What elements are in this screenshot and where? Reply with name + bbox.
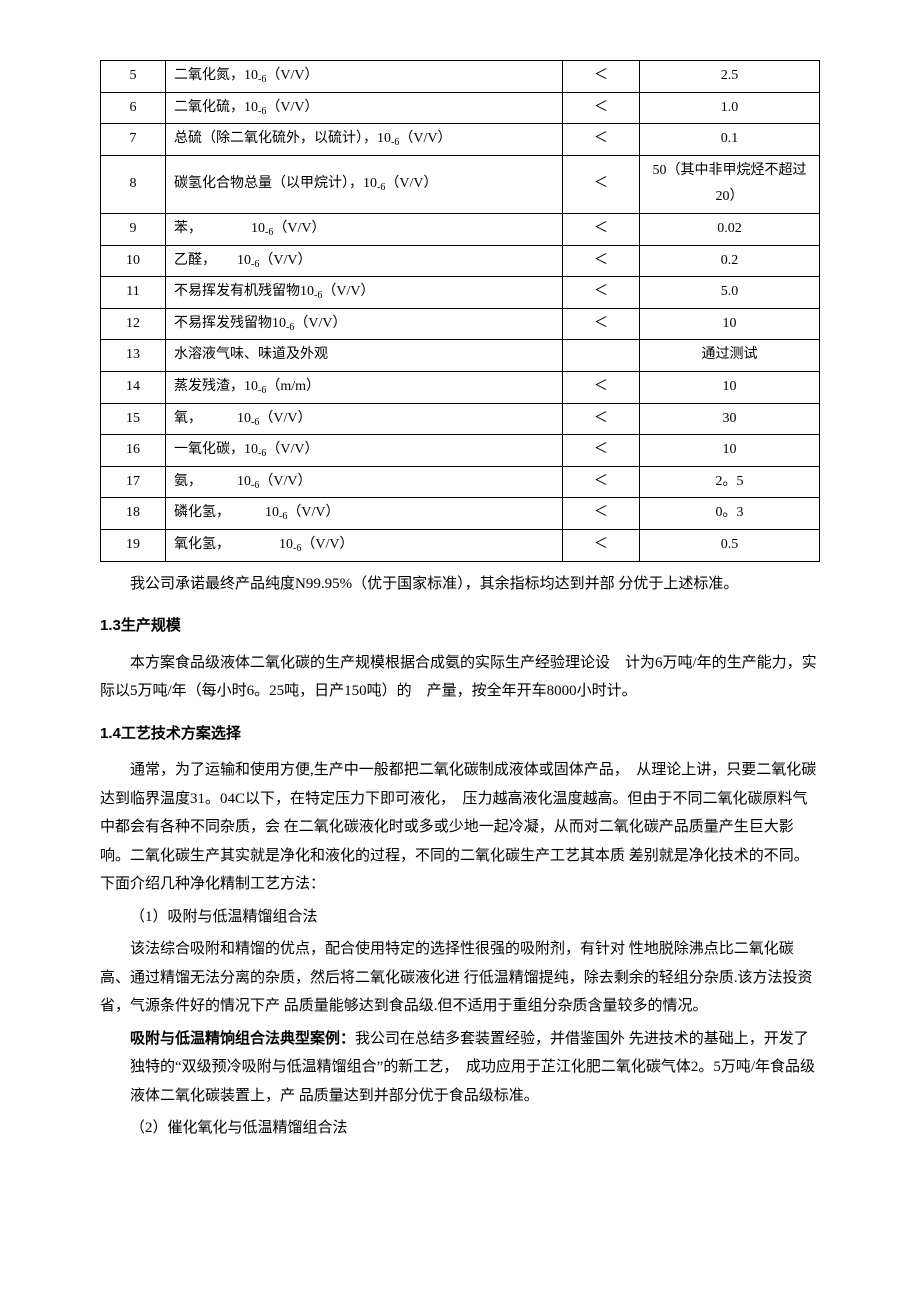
cell-value: 0.02: [640, 213, 820, 245]
cell-value: 50（其中非甲烷烃不超过20）: [640, 155, 820, 213]
cell-value: 10: [640, 308, 820, 340]
table-row: 19氧化氢， 10-6（V/V）＜0.5: [101, 529, 820, 561]
cell-param: 磷化氢， 10-6（V/V）: [166, 498, 563, 530]
cell-comparator: ＜: [563, 529, 640, 561]
table-row: 10乙醛， 10-6（V/V）＜0.2: [101, 245, 820, 277]
cell-value: 2.5: [640, 61, 820, 93]
table-row: 16一氧化碳，10-6（V/V）＜10: [101, 435, 820, 467]
cell-param: 苯， 10-6（V/V）: [166, 213, 563, 245]
cell-index: 17: [101, 466, 166, 498]
cell-index: 13: [101, 340, 166, 372]
cell-comparator: ＜: [563, 435, 640, 467]
cell-value: 0.2: [640, 245, 820, 277]
cell-comparator: ＜: [563, 92, 640, 124]
table-row: 5二氧化氮，10-6（V/V）＜2.5: [101, 61, 820, 93]
table-row: 7总硫（除二氧化硫外，以硫计），10-6（V/V）＜0.1: [101, 124, 820, 156]
cell-value: 2。5: [640, 466, 820, 498]
cell-index: 6: [101, 92, 166, 124]
cell-comparator: ＜: [563, 277, 640, 309]
cell-param: 二氧化硫，10-6（V/V）: [166, 92, 563, 124]
table-row: 8碳氢化合物总量（以甲烷计），10-6（V/V）＜50（其中非甲烷烃不超过20）: [101, 155, 820, 213]
cell-index: 8: [101, 155, 166, 213]
spec-table: 5二氧化氮，10-6（V/V）＜2.56二氧化硫，10-6（V/V）＜1.07总…: [100, 60, 820, 562]
cell-comparator: ＜: [563, 155, 640, 213]
table-row: 15氧， 10-6（V/V）＜30: [101, 403, 820, 435]
cell-param: 碳氢化合物总量（以甲烷计），10-6（V/V）: [166, 155, 563, 213]
cell-comparator: ＜: [563, 403, 640, 435]
section-1-4-heading: 1.4工艺技术方案选择: [100, 720, 820, 749]
cell-param: 乙醛， 10-6（V/V）: [166, 245, 563, 277]
cell-param: 不易挥发残留物10-6（V/V）: [166, 308, 563, 340]
cell-param: 水溶液气味、味道及外观: [166, 340, 563, 372]
cell-value: 通过测试: [640, 340, 820, 372]
table-row: 9苯， 10-6（V/V）＜0.02: [101, 213, 820, 245]
table-row: 11不易挥发有机残留物10-6（V/V）＜5.0: [101, 277, 820, 309]
section-1-4-p1: 通常，为了运输和使用方便,生产中一般都把二氧化碳制成液体或固体产品， 从理论上讲…: [100, 756, 820, 899]
cell-param: 不易挥发有机残留物10-6（V/V）: [166, 277, 563, 309]
section-1-3-p1: 本方案食品级液体二氧化碳的生产规模根据合成氨的实际生产经验理论设 计为6万吨/年…: [100, 649, 820, 706]
method-1-title: （1）吸附与低温精馏组合法: [100, 903, 820, 932]
cell-comparator: ＜: [563, 245, 640, 277]
method-1-case-label: 吸附与低温精饷组合法典型案例：: [130, 1030, 355, 1047]
method-1-body: 该法综合吸附和精馏的优点，配合使用特定的选择性很强的吸附剂，有针对 性地脱除沸点…: [100, 935, 820, 1021]
cell-index: 16: [101, 435, 166, 467]
table-row: 14蒸发残渣，10-6（m/m）＜10: [101, 371, 820, 403]
cell-comparator: ＜: [563, 371, 640, 403]
method-1-case: 吸附与低温精饷组合法典型案例：我公司在总结多套装置经验，并借鉴国外 先进技术的基…: [130, 1025, 820, 1111]
table-row: 13水溶液气味、味道及外观 通过测试: [101, 340, 820, 372]
cell-comparator: ＜: [563, 213, 640, 245]
cell-param: 氧， 10-6（V/V）: [166, 403, 563, 435]
cell-index: 10: [101, 245, 166, 277]
cell-comparator: ＜: [563, 124, 640, 156]
cell-value: 1.0: [640, 92, 820, 124]
cell-comparator: ＜: [563, 498, 640, 530]
cell-value: 0.1: [640, 124, 820, 156]
section-1-3-heading: 1.3生产规模: [100, 612, 820, 641]
cell-param: 一氧化碳，10-6（V/V）: [166, 435, 563, 467]
cell-param: 蒸发残渣，10-6（m/m）: [166, 371, 563, 403]
cell-value: 30: [640, 403, 820, 435]
cell-index: 18: [101, 498, 166, 530]
cell-value: 5.0: [640, 277, 820, 309]
table-row: 6二氧化硫，10-6（V/V）＜1.0: [101, 92, 820, 124]
cell-index: 7: [101, 124, 166, 156]
cell-index: 5: [101, 61, 166, 93]
cell-index: 14: [101, 371, 166, 403]
cell-comparator: ＜: [563, 308, 640, 340]
cell-value: 0。3: [640, 498, 820, 530]
cell-comparator: ＜: [563, 466, 640, 498]
cell-comparator: ＜: [563, 61, 640, 93]
cell-param: 二氧化氮，10-6（V/V）: [166, 61, 563, 93]
table-row: 17氨， 10-6（V/V）＜2。5: [101, 466, 820, 498]
cell-index: 11: [101, 277, 166, 309]
cell-value: 10: [640, 371, 820, 403]
cell-index: 9: [101, 213, 166, 245]
method-1-case-block: 吸附与低温精饷组合法典型案例：我公司在总结多套装置经验，并借鉴国外 先进技术的基…: [130, 1025, 820, 1143]
table-row: 18磷化氢， 10-6（V/V）＜0。3: [101, 498, 820, 530]
cell-value: 10: [640, 435, 820, 467]
cell-param: 总硫（除二氧化硫外，以硫计），10-6（V/V）: [166, 124, 563, 156]
after-table-paragraph: 我公司承诺最终产品纯度N99.95%（优于国家标准），其余指标均达到并部 分优于…: [100, 570, 820, 599]
cell-comparator: [563, 340, 640, 372]
cell-index: 19: [101, 529, 166, 561]
cell-index: 12: [101, 308, 166, 340]
cell-index: 15: [101, 403, 166, 435]
cell-param: 氨， 10-6（V/V）: [166, 466, 563, 498]
table-row: 12不易挥发残留物10-6（V/V）＜10: [101, 308, 820, 340]
cell-param: 氧化氢， 10-6（V/V）: [166, 529, 563, 561]
cell-value: 0.5: [640, 529, 820, 561]
method-2-title: （2）催化氧化与低温精馏组合法: [130, 1114, 820, 1143]
